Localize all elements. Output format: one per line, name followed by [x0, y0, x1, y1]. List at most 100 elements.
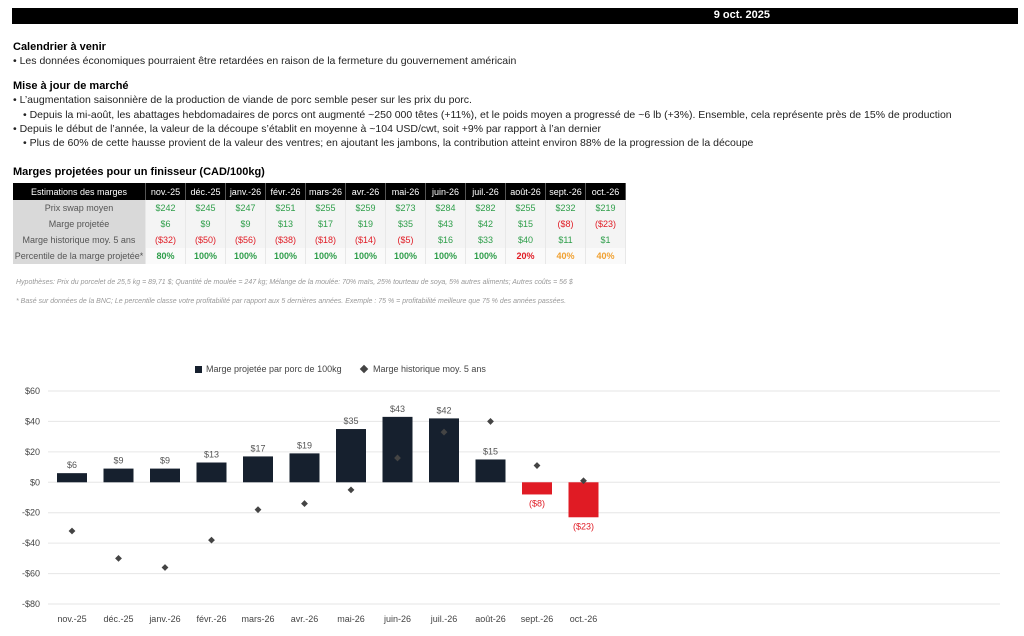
x-tick-label: janv.-26	[148, 614, 180, 624]
bar-value-label: $9	[160, 456, 170, 466]
table-cell: ($18)	[305, 232, 346, 248]
historical-margin-marker	[533, 462, 541, 469]
table-cell: ($5)	[385, 232, 426, 248]
table-row-label: Marge historique moy. 5 ans	[13, 232, 146, 248]
table-month-header: juin-26	[425, 183, 466, 200]
table-header-row: Estimations des marges nov.-25 déc.-25 jan…	[13, 183, 626, 200]
table-month-header: août-26	[505, 183, 546, 200]
y-tick-label: $0	[30, 477, 40, 487]
calendar-title: Calendrier à venir	[13, 41, 106, 53]
market-bullet-2-sub: • Plus de 60% de cette hausse provient d…	[23, 137, 754, 149]
table-cell: $17	[305, 216, 346, 232]
y-tick-label: -$40	[22, 538, 40, 548]
margin-table: Estimations des marges nov.-25 déc.-25 jan…	[13, 183, 626, 264]
table-cell: 100%	[385, 248, 426, 264]
table-cell: 100%	[185, 248, 226, 264]
table-cell: $247	[225, 200, 266, 216]
report-date: 9 oct. 2025	[713, 9, 770, 21]
historical-margin-marker	[487, 418, 494, 425]
calendar-bullet: • Les données économiques pourraient êtr…	[13, 55, 517, 67]
table-cell: $43	[425, 216, 466, 232]
margin-chart: $60 $40 $20 $0 -$20 -$40 -$60 -$80 $6 $9 $9 $13 $17 $…	[22, 386, 1000, 624]
bar-value-label: ($23)	[573, 521, 594, 531]
table-cell: ($38)	[265, 232, 306, 248]
x-tick-label: mai-26	[337, 614, 365, 624]
table-cell: $242	[145, 200, 186, 216]
bar	[382, 416, 413, 483]
bar	[57, 473, 87, 483]
table-cell: $251	[265, 200, 306, 216]
table-cell: $282	[465, 200, 506, 216]
table-row-label: Percentile de la marge projetée*	[13, 248, 146, 264]
table-corner-header: Estimations des marges	[13, 183, 146, 200]
table-cell: 100%	[345, 248, 386, 264]
bar-value-label: $35	[343, 416, 358, 426]
bar	[150, 468, 180, 483]
historical-margin-marker	[347, 486, 355, 494]
legend-diamond: Marge historique moy. 5 ans	[359, 364, 486, 374]
table-row: Marge projetée $6 $9 $9 $13 $17 $19 $35 $43 $42 $1…	[13, 216, 626, 232]
historical-margin-marker	[394, 454, 401, 462]
bar-value-label: $6	[67, 460, 77, 470]
table-row-label: Prix swap moyen	[13, 200, 146, 216]
historical-margin-marker	[208, 536, 215, 544]
bar-value-label: ($8)	[529, 498, 545, 508]
table-cell: 100%	[265, 248, 306, 264]
table-row: Percentile de la marge projetée* 80% 100% 1…	[13, 248, 626, 264]
table-cell: 40%	[585, 248, 626, 264]
x-tick-label: avr.-26	[291, 614, 319, 624]
bar-value-label: $9	[113, 456, 123, 466]
table-cell: ($32)	[145, 232, 186, 248]
legend-diamond-marker	[359, 364, 369, 374]
table-month-header: oct.-26	[585, 183, 626, 200]
table-cell: $232	[545, 200, 586, 216]
table-cell: ($50)	[185, 232, 226, 248]
table-cell: $19	[345, 216, 386, 232]
historical-margin-marker	[301, 500, 308, 507]
x-tick-label: août-26	[475, 614, 506, 624]
table-cell: $16	[425, 232, 466, 248]
x-tick-label: mars-26	[241, 614, 274, 624]
y-tick-label: $40	[25, 416, 40, 426]
y-tick-label: $60	[25, 386, 40, 396]
bar	[103, 468, 134, 483]
table-cell: $6	[145, 216, 186, 232]
table-cell: $9	[225, 216, 266, 232]
bar-value-label: $15	[483, 446, 498, 456]
y-tick-label: -$80	[22, 599, 40, 609]
table-title: Marges projetées pour un finisseur (CAD/…	[13, 166, 265, 178]
bar-value-label: $19	[297, 440, 312, 450]
bar-value-label: $17	[250, 443, 265, 453]
bar	[475, 459, 506, 483]
table-cell: $11	[545, 232, 586, 248]
legend-bar: Marge projetée par porc de 100kg	[195, 364, 342, 374]
table-cell: ($14)	[345, 232, 386, 248]
market-bullet-2: • Depuis le début de l’année, la valeur …	[13, 123, 601, 135]
table-month-header: avr.-26	[345, 183, 386, 200]
table-cell: $40	[505, 232, 546, 248]
table-cell: 100%	[225, 248, 266, 264]
table-cell: $219	[585, 200, 626, 216]
table-cell: $284	[425, 200, 466, 216]
bar	[522, 482, 552, 495]
historical-margin-marker	[115, 554, 122, 562]
historical-margin-marker	[254, 506, 262, 514]
table-month-header: févr.-26	[265, 183, 306, 200]
bar	[568, 482, 599, 518]
table-row-label: Marge projetée	[13, 216, 146, 232]
table-cell: $35	[385, 216, 426, 232]
table-month-header: janv.-26	[225, 183, 266, 200]
historical-margin-marker	[440, 428, 448, 436]
x-tick-label: févr.-26	[196, 614, 226, 624]
x-tick-label: juil.-26	[430, 614, 458, 624]
table-cell: $255	[505, 200, 546, 216]
bar	[243, 456, 273, 483]
bar-value-label: $43	[390, 404, 405, 414]
table-cell: $15	[505, 216, 546, 232]
bar	[196, 462, 227, 483]
table-cell: $42	[465, 216, 506, 232]
y-tick-label: -$60	[22, 569, 40, 579]
table-cell: $9	[185, 216, 226, 232]
x-tick-label: déc.-25	[103, 614, 133, 624]
x-tick-label: sept.-26	[521, 614, 554, 624]
